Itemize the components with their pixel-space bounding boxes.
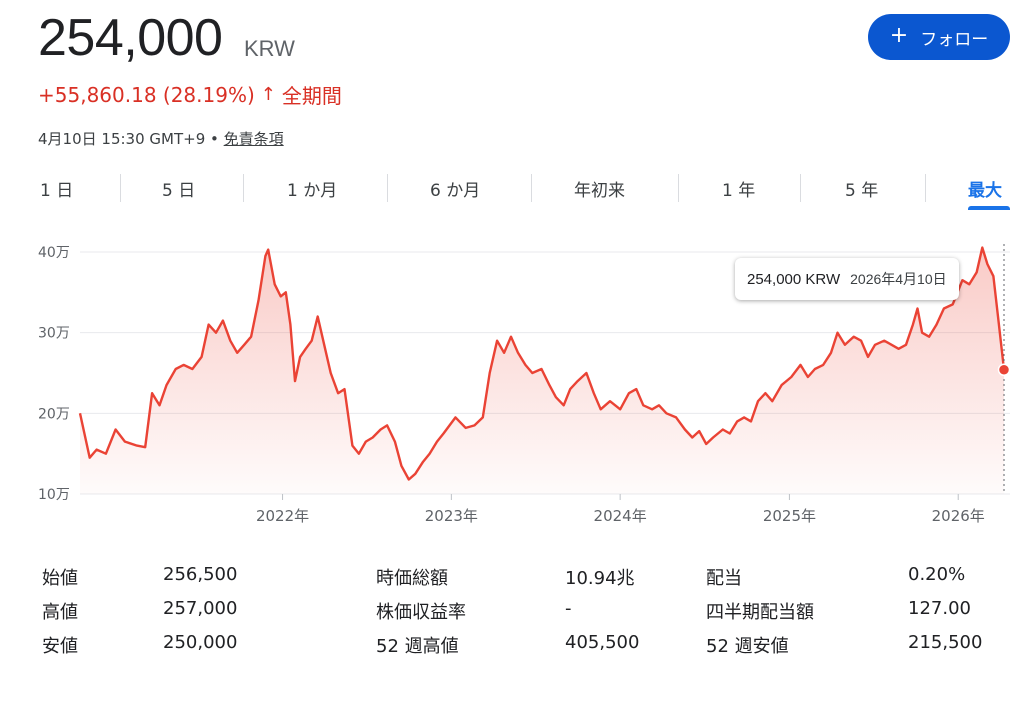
y-tick-label: 20万 <box>38 406 70 422</box>
change-period: 全期間 <box>281 84 342 108</box>
x-tick-label: 2023年 <box>425 507 478 525</box>
chart-tooltip: 254,000 KRW 2026年4月10日 <box>735 258 959 300</box>
follow-button[interactable]: + フォロー <box>868 14 1010 60</box>
stat-value-high: 257,000 <box>163 598 238 619</box>
stat-label-quarterly-dividend: 四半期配当額 <box>706 602 814 623</box>
stat-value-52wk-high: 405,500 <box>565 632 640 653</box>
tooltip-value: 254,000 KRW <box>747 270 841 288</box>
range-tabs: 1 日 5 日 1 か月 6 か月 年初来 1 年 5 年 最大 <box>0 168 1024 214</box>
x-tick-label: 2022年 <box>256 507 309 525</box>
x-tick-label: 2026年 <box>932 507 985 525</box>
currency-code: KRW <box>244 36 295 61</box>
stat-label-52wk-low: 52 週安値 <box>706 636 789 657</box>
stat-label-high: 高値 <box>42 602 78 623</box>
tab-ytd[interactable]: 年初来 <box>574 180 625 201</box>
price-change: +55,860.18 (28.19%) ↑ 全期間 <box>38 80 342 109</box>
timestamp: 4月10日 15:30 GMT+9 • <box>38 130 219 148</box>
stat-label-open: 始値 <box>42 568 78 589</box>
tooltip-date: 2026年4月10日 <box>850 271 947 287</box>
stat-value-52wk-low: 215,500 <box>908 632 983 653</box>
tab-max[interactable]: 最大 <box>968 180 1002 201</box>
stat-value-dividend: 0.20% <box>908 564 966 585</box>
current-price-dot <box>997 363 1011 377</box>
stat-label-dividend: 配当 <box>706 568 742 589</box>
price-line <box>78 246 1006 481</box>
y-tick-label: 30万 <box>38 326 70 342</box>
tab-divider <box>120 174 121 202</box>
x-tick-label: 2025年 <box>763 507 816 525</box>
price-chart[interactable]: 40万 30万 20万 10万 2022年 2023年 2024年 2025年 2026年 <box>0 230 1024 530</box>
stat-value-quarterly-dividend: 127.00 <box>908 598 971 619</box>
stat-value-open: 256,500 <box>163 564 238 585</box>
y-tick-label: 10万 <box>38 487 70 503</box>
tab-divider <box>800 174 801 202</box>
stat-value-pe-ratio: - <box>565 598 572 619</box>
stat-value-market-cap: 10.94兆 <box>565 568 635 589</box>
stat-label-low: 安値 <box>42 636 78 657</box>
tab-divider <box>531 174 532 202</box>
current-price: 254,000 <box>38 9 223 67</box>
follow-button-label: フォロー <box>920 29 989 50</box>
tab-5-year[interactable]: 5 年 <box>845 180 879 201</box>
tab-6-month[interactable]: 6 か月 <box>430 180 481 201</box>
disclaimer-link[interactable]: 免責条項 <box>223 130 284 148</box>
tab-divider <box>925 174 926 202</box>
tab-1-month[interactable]: 1 か月 <box>287 180 338 201</box>
plus-icon: + <box>889 23 909 48</box>
active-tab-indicator <box>968 206 1010 210</box>
tab-divider <box>387 174 388 202</box>
stat-value-low: 250,000 <box>163 632 238 653</box>
stat-label-market-cap: 時価総額 <box>376 568 448 589</box>
change-value: +55,860.18 (28.19%) <box>38 82 255 107</box>
tab-5-day[interactable]: 5 日 <box>162 180 196 201</box>
arrow-up-icon: ↑ <box>260 84 276 105</box>
tab-divider <box>243 174 244 202</box>
timestamp-line: 4月10日 15:30 GMT+9 • 免責条項 <box>38 128 284 149</box>
stat-label-52wk-high: 52 週高値 <box>376 636 459 657</box>
x-tick-label: 2024年 <box>594 507 647 525</box>
stat-label-pe-ratio: 株価収益率 <box>376 602 466 623</box>
y-tick-label: 40万 <box>38 245 70 261</box>
tab-divider <box>678 174 679 202</box>
tab-1-day[interactable]: 1 日 <box>40 180 74 201</box>
tab-1-year[interactable]: 1 年 <box>722 180 756 201</box>
